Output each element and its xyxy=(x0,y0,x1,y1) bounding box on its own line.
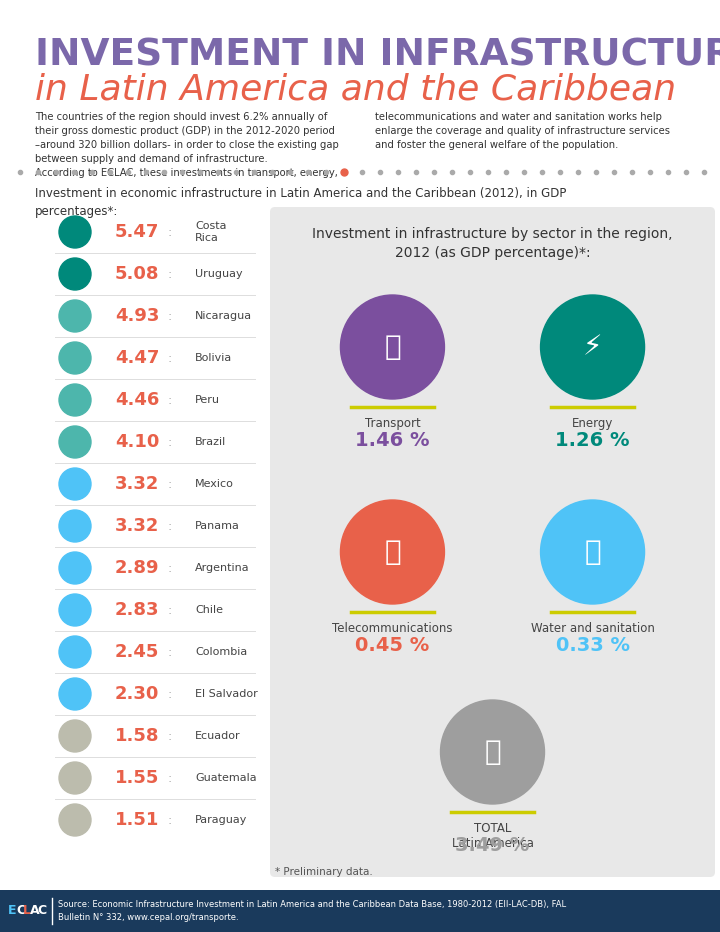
Text: Water and sanitation: Water and sanitation xyxy=(531,622,654,635)
Text: A: A xyxy=(30,904,40,917)
Text: Transport: Transport xyxy=(364,417,420,430)
Text: 5.47: 5.47 xyxy=(115,223,159,241)
Text: telecommunications and water and sanitation works help
enlarge the coverage and : telecommunications and water and sanitat… xyxy=(375,112,670,150)
Text: Ecuador: Ecuador xyxy=(195,731,240,741)
FancyBboxPatch shape xyxy=(0,890,720,932)
Text: 4.10: 4.10 xyxy=(115,433,159,451)
Text: INVESTMENT IN INFRASTRUCTURE: INVESTMENT IN INFRASTRUCTURE xyxy=(35,37,720,73)
Text: Source: Economic Infrastructure Investment in Latin America and the Caribbean Da: Source: Economic Infrastructure Investme… xyxy=(58,900,566,922)
Circle shape xyxy=(59,258,91,290)
Text: :: : xyxy=(168,435,172,448)
Text: Uruguay: Uruguay xyxy=(195,269,243,279)
Text: The countries of the region should invest 6.2% annually of
their gross domestic : The countries of the region should inves… xyxy=(35,112,338,178)
Text: 🚌: 🚌 xyxy=(384,333,401,361)
Circle shape xyxy=(59,510,91,542)
Text: 3.32: 3.32 xyxy=(115,475,159,493)
Circle shape xyxy=(59,804,91,836)
Text: El Salvador: El Salvador xyxy=(195,689,258,699)
Circle shape xyxy=(59,762,91,794)
Text: 1.46 %: 1.46 % xyxy=(355,431,430,450)
Circle shape xyxy=(59,678,91,710)
Text: 3.49 %: 3.49 % xyxy=(455,836,530,855)
Text: in Latin America and the Caribbean: in Latin America and the Caribbean xyxy=(35,72,676,106)
Circle shape xyxy=(341,295,444,399)
Text: Bolivia: Bolivia xyxy=(195,353,233,363)
Text: 4.47: 4.47 xyxy=(115,349,159,367)
Text: :: : xyxy=(168,772,172,785)
Text: Chile: Chile xyxy=(195,605,223,615)
Text: 2.30: 2.30 xyxy=(115,685,159,703)
Text: 1.58: 1.58 xyxy=(115,727,160,745)
Text: 0.33 %: 0.33 % xyxy=(556,636,629,655)
Text: :: : xyxy=(168,393,172,406)
Text: C: C xyxy=(16,904,25,917)
Text: :: : xyxy=(168,309,172,322)
Text: 2.83: 2.83 xyxy=(115,601,160,619)
Text: 4.93: 4.93 xyxy=(115,307,159,325)
Circle shape xyxy=(541,500,644,604)
Text: Nicaragua: Nicaragua xyxy=(195,311,252,321)
Text: Argentina: Argentina xyxy=(195,563,250,573)
Text: Brazil: Brazil xyxy=(195,437,226,447)
Circle shape xyxy=(59,594,91,626)
Text: :: : xyxy=(168,226,172,239)
Text: Mexico: Mexico xyxy=(195,479,234,489)
Text: Investment in economic infrastructure in Latin America and the Caribbean (2012),: Investment in economic infrastructure in… xyxy=(35,187,567,218)
Text: Investment in infrastructure by sector in the region,
2012 (as GDP percentage)*:: Investment in infrastructure by sector i… xyxy=(312,227,672,261)
Text: 5.08: 5.08 xyxy=(115,265,160,283)
Text: :: : xyxy=(168,688,172,701)
Text: :: : xyxy=(168,604,172,616)
Text: 1.55: 1.55 xyxy=(115,769,159,787)
Text: 🌎: 🌎 xyxy=(484,738,501,766)
Circle shape xyxy=(59,636,91,668)
Circle shape xyxy=(59,300,91,332)
FancyBboxPatch shape xyxy=(270,207,715,877)
Circle shape xyxy=(59,552,91,584)
Text: Peru: Peru xyxy=(195,395,220,405)
Text: Panama: Panama xyxy=(195,521,240,531)
Text: * Preliminary data.: * Preliminary data. xyxy=(275,867,373,877)
Text: E: E xyxy=(8,904,17,917)
Text: 3.32: 3.32 xyxy=(115,517,159,535)
Circle shape xyxy=(59,342,91,374)
Text: Energy: Energy xyxy=(572,417,613,430)
Circle shape xyxy=(59,216,91,248)
Text: Costa
Rica: Costa Rica xyxy=(195,221,227,243)
Text: L: L xyxy=(23,904,31,917)
Circle shape xyxy=(541,295,644,399)
Text: Telecommunications: Telecommunications xyxy=(332,622,453,635)
Text: C: C xyxy=(37,904,46,917)
Text: :: : xyxy=(168,477,172,490)
Circle shape xyxy=(441,700,544,804)
Text: ⚡: ⚡ xyxy=(582,333,603,361)
Circle shape xyxy=(341,500,444,604)
Text: 2.89: 2.89 xyxy=(115,559,160,577)
Text: :: : xyxy=(168,519,172,532)
Text: 4.46: 4.46 xyxy=(115,391,159,409)
Text: :: : xyxy=(168,814,172,827)
Text: 💧: 💧 xyxy=(584,538,601,566)
Text: Paraguay: Paraguay xyxy=(195,815,248,825)
Text: :: : xyxy=(168,267,172,281)
Text: :: : xyxy=(168,351,172,364)
Text: :: : xyxy=(168,730,172,743)
Circle shape xyxy=(59,720,91,752)
Text: Colombia: Colombia xyxy=(195,647,247,657)
Circle shape xyxy=(59,384,91,416)
Text: 0.45 %: 0.45 % xyxy=(356,636,430,655)
Text: 📶: 📶 xyxy=(384,538,401,566)
Text: 1.26 %: 1.26 % xyxy=(555,431,630,450)
Text: Guatemala: Guatemala xyxy=(195,773,256,783)
Circle shape xyxy=(59,426,91,458)
Text: 2.45: 2.45 xyxy=(115,643,159,661)
Text: :: : xyxy=(168,646,172,659)
Text: TOTAL
Latin America: TOTAL Latin America xyxy=(451,822,534,850)
Text: 1.51: 1.51 xyxy=(115,811,159,829)
Circle shape xyxy=(59,468,91,500)
Text: :: : xyxy=(168,561,172,574)
